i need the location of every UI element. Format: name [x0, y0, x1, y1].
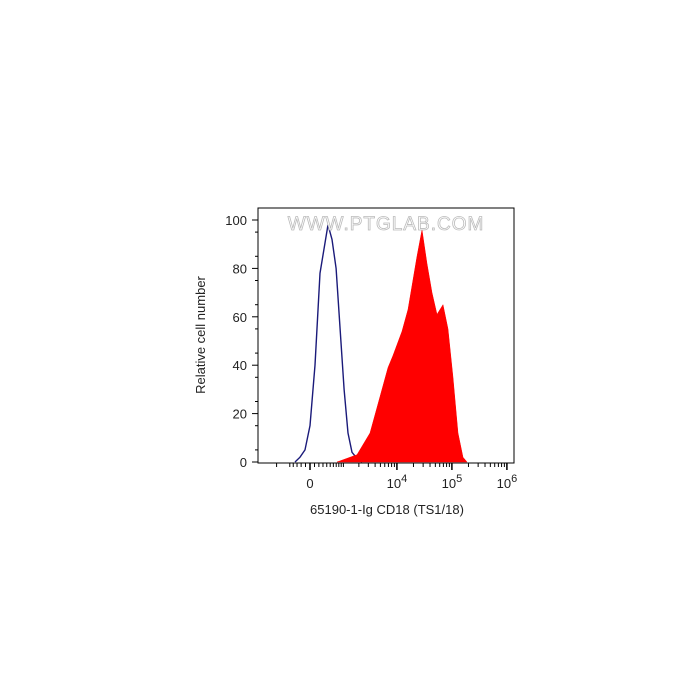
series-1-filled-area — [336, 229, 468, 463]
x-tick-base: 0 — [306, 476, 313, 491]
x-tick-label: 104 — [387, 473, 408, 491]
y-tick-label: 80 — [233, 261, 247, 276]
watermark: WWW.PTGLAB.COM — [288, 214, 485, 235]
y-tick-label: 40 — [233, 358, 247, 373]
y-tick-label: 20 — [233, 407, 247, 422]
x-tick-exponent: 4 — [401, 473, 407, 485]
y-tick-label: 60 — [233, 310, 247, 325]
x-axis: 0 104 105 106 — [276, 463, 518, 491]
x-tick-base: 10 — [387, 476, 401, 491]
y-axis-label: Relative cell number — [193, 275, 208, 393]
x-tick-base: 10 — [442, 476, 456, 491]
x-tick-exponent: 5 — [456, 473, 462, 485]
y-tick-label: 100 — [225, 213, 247, 228]
plot-frame — [257, 207, 515, 464]
x-tick-exponent: 6 — [511, 473, 517, 485]
x-axis-label: 65190-1-Ig CD18 (TS1/18) — [310, 502, 464, 517]
series-layer — [294, 224, 468, 463]
y-axis: 0 20 40 60 80 100 — [225, 213, 258, 470]
y-tick-label: 0 — [240, 455, 247, 470]
x-tick-label: 105 — [442, 473, 463, 491]
x-tick-label: 0 — [306, 476, 313, 491]
series-0-outline — [294, 224, 363, 463]
x-tick-base: 10 — [497, 476, 511, 491]
x-tick-label: 106 — [497, 473, 518, 491]
